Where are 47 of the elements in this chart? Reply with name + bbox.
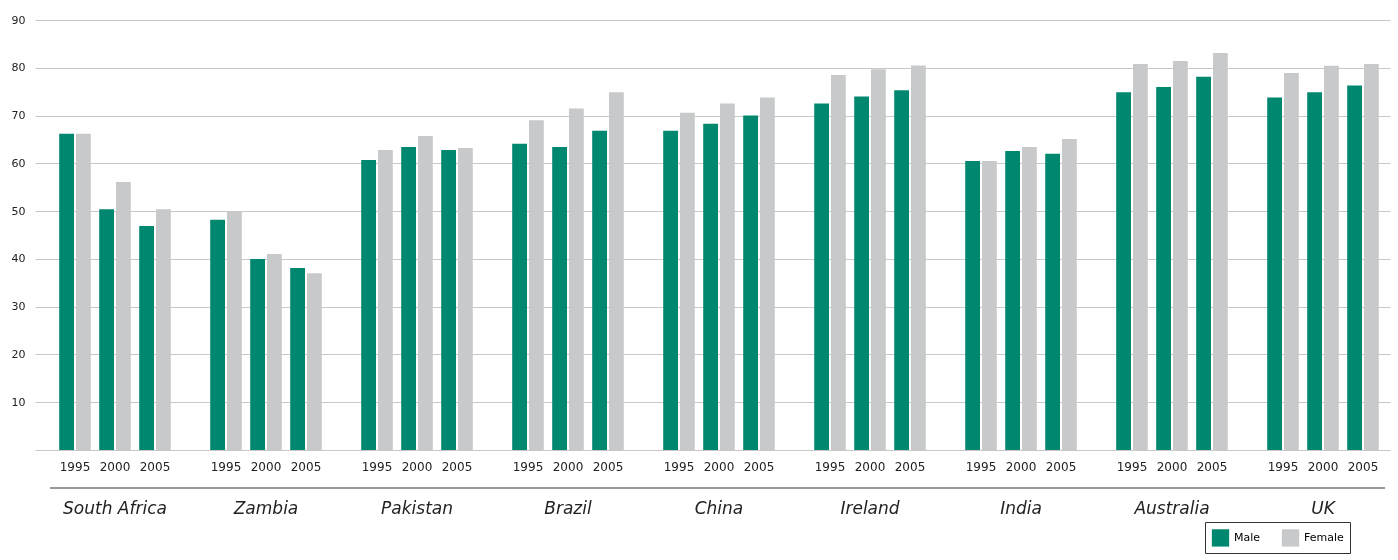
legend-label: Female (1304, 530, 1345, 544)
x-tick-label: 2000 (1156, 460, 1188, 474)
x-tick-label: 2005 (1347, 460, 1379, 474)
x-tick-label: 1995 (1267, 460, 1299, 474)
x-tick-label: 1995 (210, 460, 242, 474)
x-tick-label: 2005 (894, 460, 926, 474)
x-tick-label: 1995 (663, 460, 695, 474)
x-tick-label: 1995 (1116, 460, 1148, 474)
y-tick-label: 30 (11, 300, 26, 314)
x-tick-label: 2005 (290, 460, 322, 474)
y-tick-label: 40 (11, 252, 26, 266)
x-tick-label: 2000 (99, 460, 131, 474)
y-tick-label: 50 (11, 204, 26, 218)
text: Brazil (544, 498, 592, 518)
x-tick-label: 1995 (965, 460, 997, 474)
y-tick-label: 80 (11, 61, 26, 75)
text: China (694, 498, 744, 518)
x-tick-label: 2000 (401, 460, 433, 474)
y-tick-label: 90 (11, 13, 26, 27)
text: Zambia (232, 498, 299, 518)
x-tick-label: 2000 (703, 460, 735, 474)
x-tick-label: 2005 (1196, 460, 1228, 474)
y-tick-label: 20 (11, 347, 26, 361)
x-tick-label: 2005 (1045, 460, 1077, 474)
text: Ireland (840, 498, 900, 518)
y-tick-label: 60 (11, 156, 26, 170)
x-tick-label: 2000 (1307, 460, 1339, 474)
x-tick-label: 1995 (512, 460, 544, 474)
y-tick-label: 70 (11, 109, 26, 123)
text: Australia (1133, 498, 1210, 518)
x-tick-label: 2000 (854, 460, 886, 474)
x-tick-label: 2005 (441, 460, 473, 474)
legend-label: Male (1234, 530, 1261, 544)
x-tick-label: 2005 (139, 460, 171, 474)
x-tick-label: 2000 (250, 460, 282, 474)
x-tick-label: 2000 (552, 460, 584, 474)
text: India (1000, 498, 1042, 518)
text: UK (1311, 498, 1337, 518)
x-tick-label: 1995 (814, 460, 846, 474)
y-tick-label: 10 (11, 395, 26, 409)
x-tick-label: 2005 (592, 460, 624, 474)
x-tick-label: 1995 (59, 460, 91, 474)
text: South Africa (63, 498, 167, 518)
x-tick-label: 2000 (1005, 460, 1037, 474)
x-tick-label: 2005 (743, 460, 775, 474)
text: Pakistan (381, 498, 453, 518)
x-tick-label: 1995 (361, 460, 393, 474)
